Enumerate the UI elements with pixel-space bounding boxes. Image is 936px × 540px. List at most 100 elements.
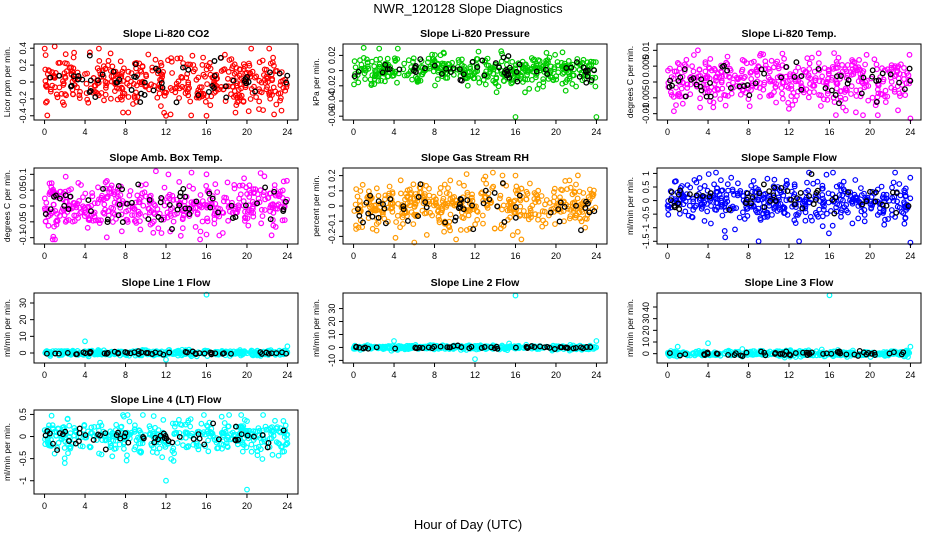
outlier-point (152, 168, 159, 175)
x-tick-label: 16 (201, 127, 211, 137)
data-point (107, 68, 114, 74)
data-point (509, 232, 516, 239)
data-point (197, 201, 203, 208)
data-point (738, 68, 745, 75)
data-point (56, 84, 63, 91)
data-point (371, 207, 378, 214)
data-point-hourly (365, 210, 372, 217)
data-point (890, 179, 897, 186)
data-point (131, 212, 138, 219)
data-point (191, 66, 198, 73)
data-point-hourly (417, 181, 424, 188)
y-tick-label: 0.02 (327, 47, 337, 65)
data-point (165, 193, 172, 200)
data-point (418, 71, 425, 78)
data-point-hourly (583, 79, 590, 86)
x-tick-label: 12 (470, 127, 480, 137)
data-point-hourly (491, 189, 498, 196)
data-point (225, 68, 232, 75)
data-point (762, 62, 769, 69)
data-point-hourly (761, 70, 768, 77)
data-point (275, 201, 282, 208)
data-point (829, 191, 836, 198)
data-point (61, 212, 68, 219)
data-point (744, 212, 751, 219)
data-point-hourly (382, 220, 389, 227)
data-point (102, 84, 109, 91)
data-point (710, 99, 717, 106)
data-point (427, 209, 434, 216)
data-point (483, 180, 490, 187)
x-tick-label: 20 (551, 251, 561, 261)
data-point-hourly (252, 88, 259, 95)
data-point (566, 215, 573, 222)
data-point (49, 236, 56, 243)
data-point-hourly (232, 214, 239, 221)
data-point-hourly (887, 71, 894, 78)
data-point (225, 217, 232, 224)
data-points (665, 292, 914, 361)
data-point (872, 102, 879, 109)
data-point (205, 63, 212, 70)
data-point (367, 76, 374, 83)
data-point (82, 209, 88, 216)
data-point (671, 68, 678, 75)
data-point (358, 61, 365, 68)
data-point (426, 185, 432, 192)
data-point (490, 169, 496, 176)
data-point (571, 188, 578, 195)
data-point (71, 82, 78, 88)
data-point-hourly (110, 68, 117, 75)
data-point (703, 74, 709, 81)
data-point (63, 92, 69, 99)
data-point-hourly (280, 206, 287, 213)
data-point (712, 67, 718, 74)
data-point (553, 76, 560, 83)
data-point (826, 68, 832, 75)
data-point (216, 232, 223, 239)
data-point (83, 80, 90, 87)
data-point-hourly (512, 214, 519, 221)
data-point-hourly (834, 73, 840, 80)
data-point (371, 81, 378, 87)
data-point (882, 87, 889, 94)
data-point (576, 188, 583, 195)
data-point (125, 109, 132, 116)
panel-title: Slope Amb. Box Temp. (109, 152, 222, 164)
data-point-hourly (452, 214, 459, 221)
data-point (415, 77, 422, 84)
data-point (100, 63, 107, 70)
data-point (74, 69, 81, 76)
panel-title: Slope Li-820 Pressure (420, 28, 530, 40)
data-point (677, 210, 683, 217)
data-point (102, 185, 109, 192)
data-point (706, 87, 712, 94)
data-point (212, 181, 219, 188)
y-tick-label: 0 (641, 79, 651, 84)
data-point-hourly (186, 211, 193, 218)
x-tick-label: 0 (42, 370, 47, 380)
data-point (221, 51, 228, 58)
x-tick-label: 8 (123, 127, 128, 137)
data-point (258, 206, 265, 213)
y-tick-label: 30 (641, 314, 651, 324)
data-point-hourly (51, 193, 57, 200)
data-point-hourly (222, 83, 229, 90)
data-point (844, 87, 850, 94)
x-tick-label: 20 (242, 370, 252, 380)
data-point (524, 76, 531, 83)
data-point (785, 99, 792, 106)
data-point (882, 99, 889, 105)
data-point (124, 80, 130, 87)
data-point-hourly (262, 184, 269, 191)
data-point (771, 176, 778, 183)
data-point (570, 72, 577, 79)
data-point (277, 82, 284, 88)
y-tick-label: -0.1 (18, 230, 28, 246)
data-point-hourly (423, 204, 430, 211)
data-point (160, 417, 167, 423)
data-point (897, 93, 903, 99)
data-point (356, 197, 363, 204)
data-point (142, 181, 149, 188)
